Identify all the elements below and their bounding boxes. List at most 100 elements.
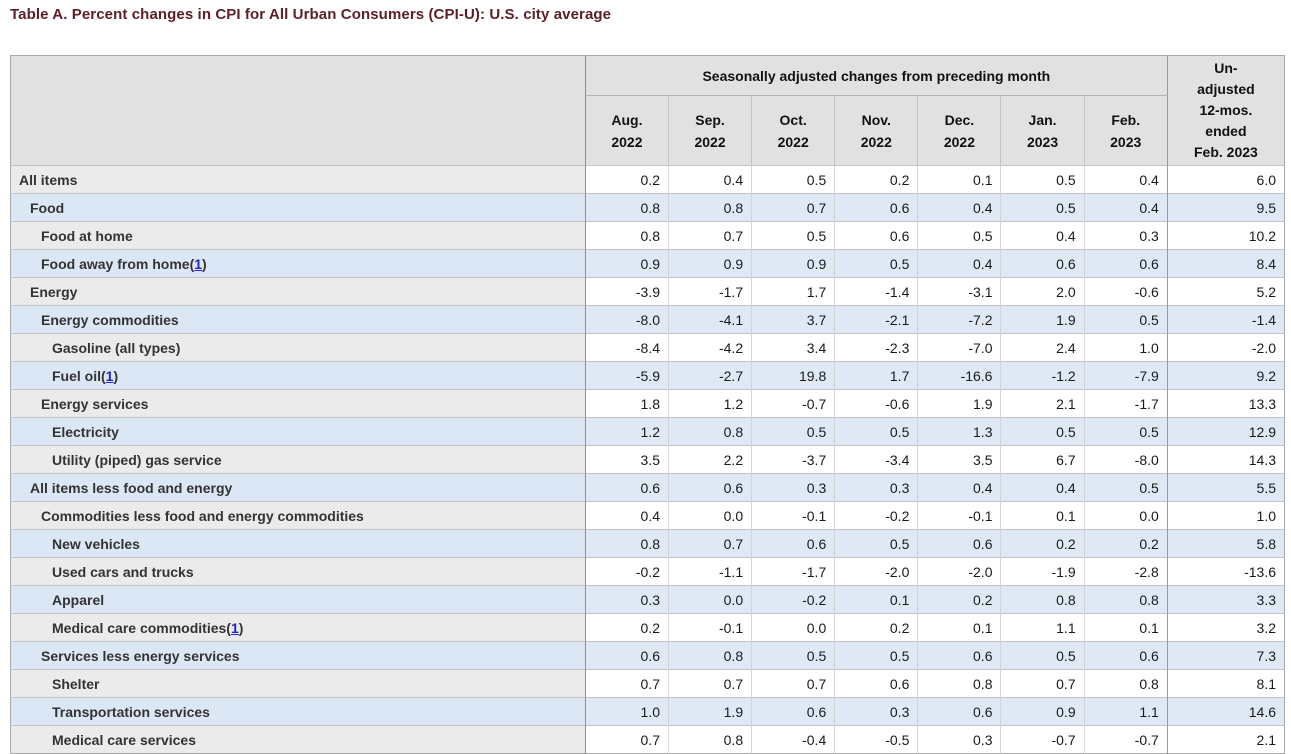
value-cell: -7.0 [917,333,1001,362]
value-cell: -0.7 [751,389,835,418]
month-header-cell: Jan. 2023 [1000,95,1085,166]
row-label: Medical care services [10,725,586,754]
value-cell: -2.0 [1166,333,1285,362]
footnote-link[interactable]: 1 [105,367,114,384]
value-cell: 0.6 [834,669,918,698]
value-cell: 0.2 [1083,529,1168,558]
value-cell: 0.8 [584,529,669,558]
table-row: Used cars and trucks -0.2 -1.1 -1.7 -2.0 -2.0… [10,557,1285,586]
value-cell: 0.8 [1083,669,1168,698]
footnote-link[interactable]: 1 [194,255,203,272]
value-cell: -4.2 [667,333,752,362]
value-cell: 0.6 [1083,249,1168,278]
value-cell: 0.5 [834,249,918,278]
value-cell: 0.8 [667,193,752,222]
value-cell: -0.4 [751,725,835,754]
value-cell: 0.4 [1000,221,1085,250]
table-row: Medical care commodities(1) 0.2 -0.1 0.0 0.2… [10,613,1285,642]
value-cell: -0.7 [1000,725,1085,754]
value-cell: 8.4 [1166,249,1285,278]
seasonally-adjusted-group-header: Seasonally adjusted changes from precedi… [585,55,1168,96]
table-row: Energy -3.9 -1.7 1.7 -1.4 -3.1 2.0 -0.6 5.2 [10,277,1285,306]
month-header-row: Aug. 2022 Sep. 2022 Oct. 2022 Nov. 2022 Dec. 2022… [11,95,1285,166]
value-cell: 0.9 [667,249,752,278]
value-cell: 3.5 [917,445,1001,474]
value-cell: 10.2 [1166,221,1285,250]
value-cell: 0.0 [667,585,752,614]
table-row: Food at home 0.8 0.7 0.5 0.6 0.5 0.4 0.3 10.2 [10,221,1285,250]
value-cell: 0.8 [667,725,752,754]
value-cell: 2.4 [1000,333,1085,362]
value-cell: 0.7 [751,193,835,222]
value-cell: 0.0 [751,613,835,642]
value-cell: 0.9 [584,249,669,278]
value-cell: 0.6 [667,473,752,502]
value-cell: 0.3 [834,473,918,502]
value-cell: 0.9 [751,249,835,278]
value-cell: 0.8 [667,641,752,670]
value-cell: 0.1 [917,613,1001,642]
value-cell: 0.5 [751,641,835,670]
value-cell: 0.1 [1000,501,1085,530]
value-cell: 1.0 [1166,501,1285,530]
month-header-cell: Dec. 2022 [917,95,1001,166]
row-label: Shelter [10,669,586,698]
month-header-cell: Oct. 2022 [751,95,835,166]
value-cell: 3.7 [751,305,835,334]
value-cell: 0.5 [1083,473,1168,502]
value-cell: 5.8 [1166,529,1285,558]
value-cell: 0.5 [1000,417,1085,446]
value-cell: 1.9 [917,389,1001,418]
footnote-link[interactable]: 1 [230,619,239,636]
value-cell: -1.2 [1000,361,1085,390]
value-cell: -5.9 [584,361,669,390]
value-cell: 0.5 [1083,305,1168,334]
value-cell: 8.1 [1166,669,1285,698]
value-cell: 0.4 [1083,165,1168,194]
value-cell: 0.5 [834,529,918,558]
value-cell: -2.8 [1083,557,1168,586]
row-label: Gasoline (all types) [10,333,586,362]
month-header-cell: Aug. 2022 [585,95,669,166]
value-cell: -0.1 [751,501,835,530]
value-cell: 0.1 [917,165,1001,194]
value-cell: 0.5 [834,417,918,446]
value-cell: 2.1 [1000,389,1085,418]
table-row: Energy services 1.8 1.2 -0.7 -0.6 1.9 2.1 -1.7 1… [10,389,1285,418]
value-cell: 1.9 [667,697,752,726]
value-cell: -7.9 [1083,361,1168,390]
table-row: Shelter 0.7 0.7 0.7 0.6 0.8 0.7 0.8 8.1 [10,669,1285,698]
table-row: Utility (piped) gas service 3.5 2.2 -3.7 -3.… [10,445,1285,474]
value-cell: 0.8 [917,669,1001,698]
value-cell: 3.2 [1166,613,1285,642]
row-label: Transportation services [10,697,586,726]
value-cell: -3.4 [834,445,918,474]
value-cell: 0.6 [917,641,1001,670]
value-cell: 0.5 [1000,641,1085,670]
value-cell: 0.1 [1083,613,1168,642]
value-cell: 0.6 [1000,249,1085,278]
value-cell: 0.2 [584,165,669,194]
value-cell: 0.2 [834,165,918,194]
value-cell: 1.1 [1083,697,1168,726]
value-cell: 14.3 [1166,445,1285,474]
value-cell: 1.7 [751,277,835,306]
value-cell: -0.2 [834,501,918,530]
value-cell: 0.8 [584,193,669,222]
stub-header-cell [10,55,586,166]
value-cell: 0.6 [751,697,835,726]
unadjusted-12mos-header: Un-adjusted 12-mos. ended Feb. 2023 [1166,55,1285,166]
value-cell: 0.6 [584,473,669,502]
value-cell: 0.5 [751,221,835,250]
table-row: Energy commodities -8.0 -4.1 3.7 -2.1 -7.2 1.9… [10,305,1285,334]
value-cell: -1.7 [667,277,752,306]
value-cell: 3.5 [584,445,669,474]
value-cell: 0.0 [1083,501,1168,530]
table-row: All items 0.2 0.4 0.5 0.2 0.1 0.5 0.4 6.0 [10,165,1285,194]
value-cell: 6.7 [1000,445,1085,474]
value-cell: 14.6 [1166,697,1285,726]
value-cell: 2.0 [1000,277,1085,306]
row-label: Food at home [10,221,586,250]
value-cell: 0.5 [1000,193,1085,222]
table-row: Fuel oil(1) -5.9 -2.7 19.8 1.7 -16.6 -1.2 -7.9 9… [10,361,1285,390]
